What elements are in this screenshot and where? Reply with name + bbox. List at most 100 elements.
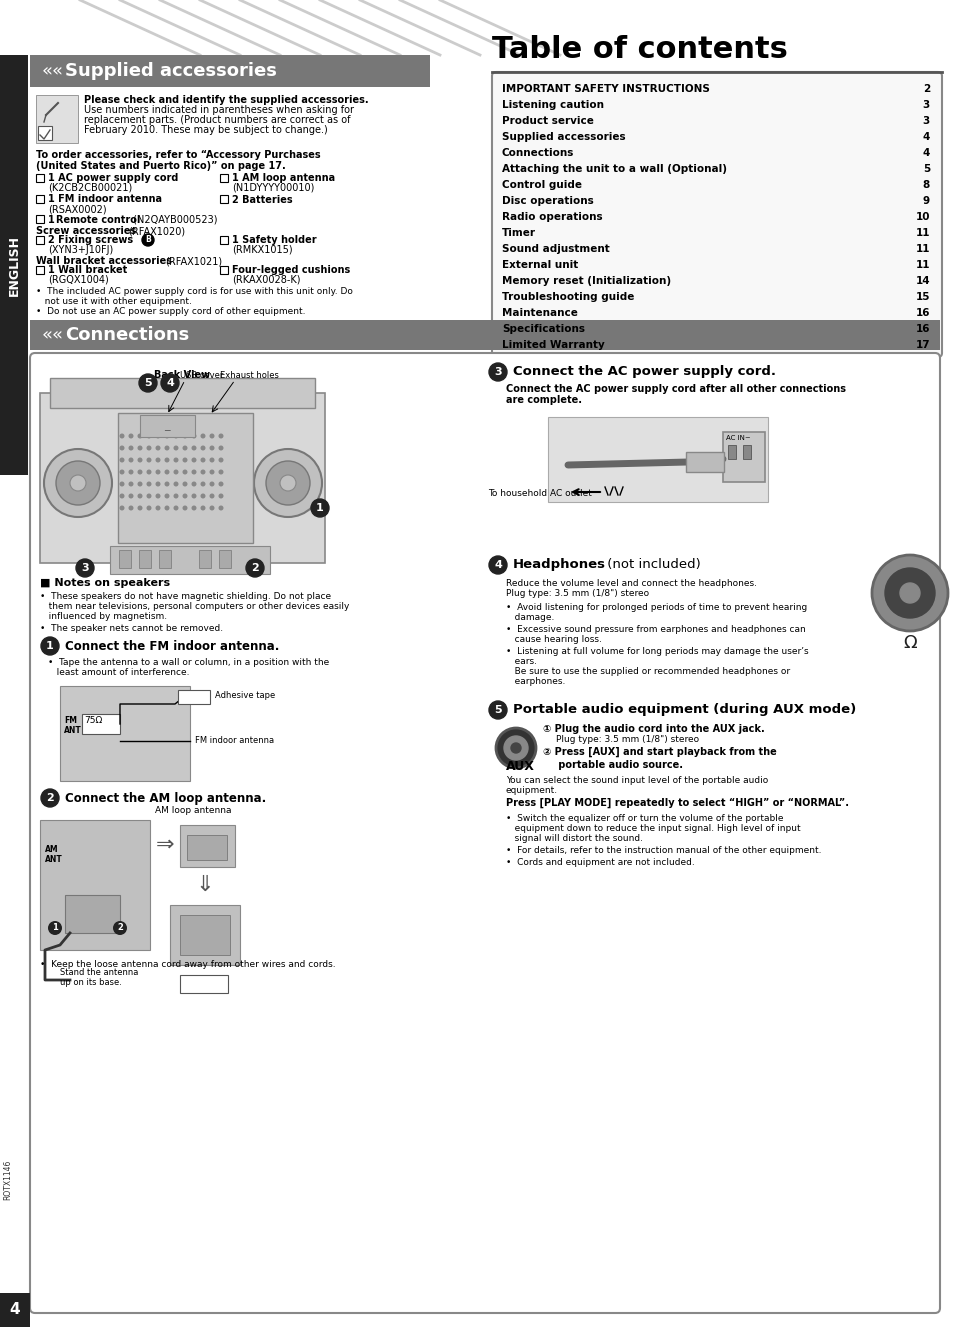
Text: 5: 5 xyxy=(922,165,929,174)
Circle shape xyxy=(884,568,934,618)
Text: ① Plug the audio cord into the AUX jack.: ① Plug the audio cord into the AUX jack. xyxy=(542,725,764,734)
Text: Back View: Back View xyxy=(153,370,210,380)
Text: 8: 8 xyxy=(922,180,929,190)
Circle shape xyxy=(182,446,188,450)
Text: Disc operations: Disc operations xyxy=(501,196,593,206)
Bar xyxy=(199,549,211,568)
Circle shape xyxy=(489,701,506,719)
Text: (K2CB2CB00021): (K2CB2CB00021) xyxy=(48,183,132,192)
Circle shape xyxy=(173,506,178,511)
Bar xyxy=(220,174,228,182)
Text: earphones.: earphones. xyxy=(505,677,565,686)
Circle shape xyxy=(48,921,62,936)
Text: Listening caution: Listening caution xyxy=(501,100,603,110)
Text: (XYN3+J10FJ): (XYN3+J10FJ) xyxy=(48,245,113,255)
Circle shape xyxy=(280,475,295,491)
Circle shape xyxy=(200,458,205,463)
Text: (not included): (not included) xyxy=(602,557,700,571)
Bar xyxy=(220,195,228,203)
Circle shape xyxy=(503,736,527,760)
Circle shape xyxy=(192,458,196,463)
Text: ANT: ANT xyxy=(64,726,82,735)
Text: signal will distort the sound.: signal will distort the sound. xyxy=(505,833,642,843)
Circle shape xyxy=(129,470,133,475)
Circle shape xyxy=(218,506,223,511)
Bar xyxy=(178,690,210,705)
Circle shape xyxy=(173,434,178,438)
Text: 3: 3 xyxy=(922,115,929,126)
Circle shape xyxy=(200,482,205,487)
Text: cause hearing loss.: cause hearing loss. xyxy=(505,636,601,644)
Circle shape xyxy=(192,506,196,511)
Text: them near televisions, personal computers or other devices easily: them near televisions, personal computer… xyxy=(40,602,349,610)
FancyBboxPatch shape xyxy=(492,72,941,357)
Text: 9: 9 xyxy=(922,196,929,206)
Circle shape xyxy=(489,364,506,381)
Text: 1 Wall bracket: 1 Wall bracket xyxy=(48,265,127,275)
Text: 15: 15 xyxy=(915,292,929,303)
Bar xyxy=(727,445,735,459)
Bar xyxy=(36,96,78,143)
Text: 1 FM indoor antenna: 1 FM indoor antenna xyxy=(48,194,162,204)
Circle shape xyxy=(129,446,133,450)
Bar xyxy=(547,417,767,502)
Text: 11: 11 xyxy=(915,244,929,253)
Text: Connect the FM indoor antenna.: Connect the FM indoor antenna. xyxy=(65,640,279,653)
Text: •  The speaker nets cannot be removed.: • The speaker nets cannot be removed. xyxy=(40,624,223,633)
FancyBboxPatch shape xyxy=(30,353,939,1312)
Bar xyxy=(219,549,231,568)
Circle shape xyxy=(137,482,142,487)
Circle shape xyxy=(119,470,125,475)
Bar xyxy=(30,54,430,88)
Text: ears.: ears. xyxy=(505,657,537,666)
Bar xyxy=(118,413,253,543)
Text: Adhesive tape: Adhesive tape xyxy=(214,691,275,701)
Circle shape xyxy=(511,743,520,752)
Text: ROTX1146: ROTX1146 xyxy=(4,1160,12,1200)
Text: 4: 4 xyxy=(922,149,929,158)
Circle shape xyxy=(155,506,160,511)
Text: (RFAX1021): (RFAX1021) xyxy=(165,256,222,265)
Text: Remote control: Remote control xyxy=(56,215,140,226)
Circle shape xyxy=(218,470,223,475)
Text: ««: «« xyxy=(42,326,64,344)
Circle shape xyxy=(41,637,59,656)
Text: •  These speakers do not have magnetic shielding. Do not place: • These speakers do not have magnetic sh… xyxy=(40,592,331,601)
Text: ««: «« xyxy=(42,62,64,80)
Text: •  Cords and equipment are not included.: • Cords and equipment are not included. xyxy=(505,859,694,867)
Text: Connect the AC power supply cord after all other connections: Connect the AC power supply cord after a… xyxy=(505,384,845,394)
Text: 4: 4 xyxy=(494,560,501,571)
Bar xyxy=(685,453,723,472)
Text: 1 AC power supply cord: 1 AC power supply cord xyxy=(48,173,178,183)
Text: Stand the antenna: Stand the antenna xyxy=(60,967,138,977)
Text: Table of contents: Table of contents xyxy=(492,36,787,65)
Circle shape xyxy=(173,482,178,487)
Text: 75Ω: 75Ω xyxy=(84,717,102,725)
Circle shape xyxy=(70,475,86,491)
Text: FM: FM xyxy=(64,717,77,725)
Text: Plug type: 3.5 mm (1/8") stereo: Plug type: 3.5 mm (1/8") stereo xyxy=(505,589,648,598)
Text: •  Excessive sound pressure from earphones and headphones can: • Excessive sound pressure from earphone… xyxy=(505,625,805,634)
Text: 11: 11 xyxy=(915,228,929,238)
Bar xyxy=(119,549,131,568)
Circle shape xyxy=(164,446,170,450)
Circle shape xyxy=(210,506,214,511)
Bar xyxy=(722,433,764,482)
Text: equipment.: equipment. xyxy=(505,786,558,795)
Circle shape xyxy=(218,482,223,487)
Text: ■ Notes on speakers: ■ Notes on speakers xyxy=(40,579,170,588)
Text: External unit: External unit xyxy=(501,260,578,269)
Text: Supplied accessories: Supplied accessories xyxy=(501,131,625,142)
Bar xyxy=(38,126,52,141)
Bar xyxy=(36,195,44,203)
Text: 4: 4 xyxy=(11,1320,18,1327)
Text: ② Press [AUX] and start playback from the: ② Press [AUX] and start playback from th… xyxy=(542,747,776,758)
Circle shape xyxy=(129,506,133,511)
Text: 11: 11 xyxy=(915,260,929,269)
Text: IMPORTANT SAFETY INSTRUCTIONS: IMPORTANT SAFETY INSTRUCTIONS xyxy=(501,84,709,94)
Bar xyxy=(220,265,228,273)
Text: 2: 2 xyxy=(46,794,53,803)
Circle shape xyxy=(137,434,142,438)
Text: (RFAX1020): (RFAX1020) xyxy=(128,226,185,236)
Text: Radio operations: Radio operations xyxy=(501,212,602,222)
